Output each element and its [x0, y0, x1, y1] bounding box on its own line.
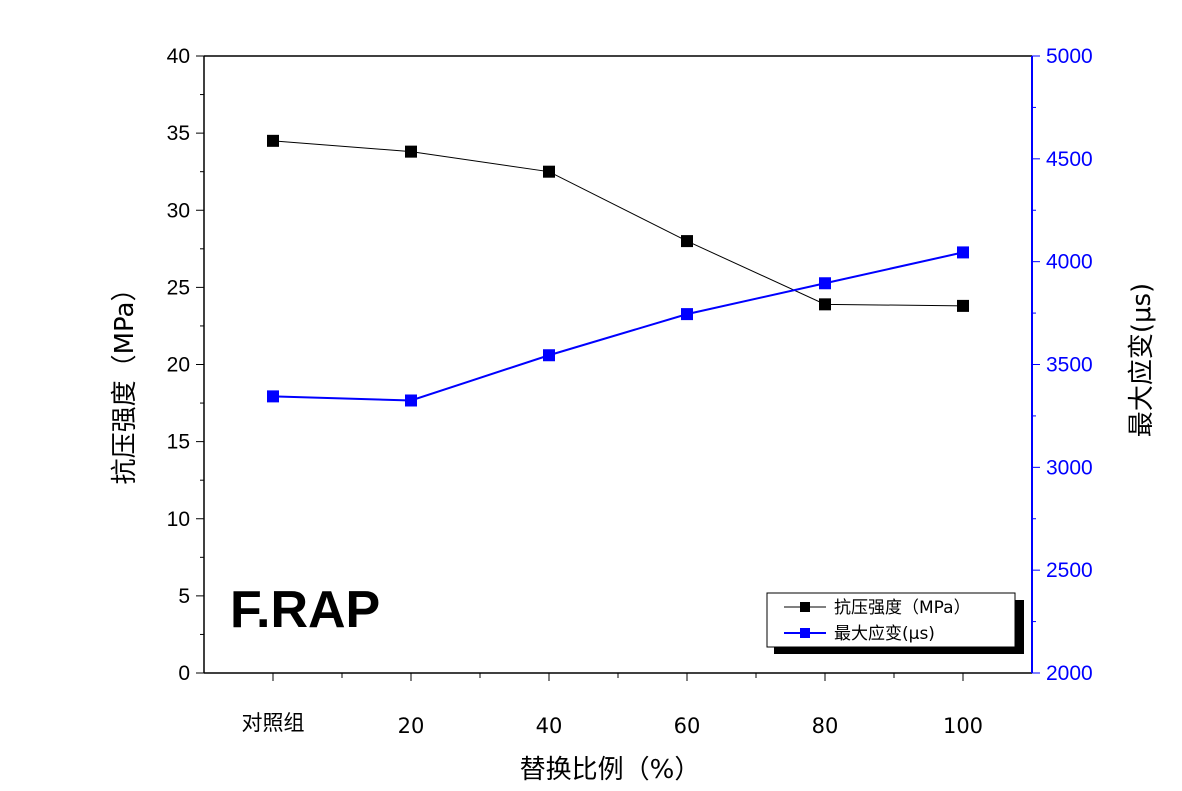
y-tick-label: 0: [178, 662, 190, 685]
annotation-label: F.RAP: [230, 581, 380, 639]
legend: 抗压强度（MPa） 最大应变(μs): [766, 592, 1024, 654]
series-line-0: [272, 140, 964, 307]
series-0-point: [267, 134, 279, 147]
series-line-1: [272, 251, 964, 402]
x-tick-label: 80: [812, 714, 839, 738]
y-tick-label: 30: [167, 199, 190, 222]
y2-tick-label: 2000: [1046, 662, 1093, 685]
x-axis-title: 替换比例（%）: [520, 755, 701, 785]
series-0-point: [405, 145, 417, 158]
y-tick-label: 20: [167, 354, 190, 377]
series-layer: [267, 134, 969, 407]
y2-tick-label: 3000: [1046, 456, 1093, 479]
x-tick-label: 100: [943, 714, 983, 738]
x-tick-label: 40: [536, 714, 563, 738]
series-1-point: [267, 390, 279, 403]
series-0-point: [543, 165, 555, 178]
y-tick-label: 35: [167, 122, 190, 145]
y2-tick-label: 4000: [1046, 251, 1093, 274]
y2-tick-label: 5000: [1046, 45, 1093, 68]
y2-tick-label: 3500: [1046, 354, 1093, 377]
legend-marker: [800, 628, 810, 638]
series-1-point: [543, 349, 555, 362]
y-axis-title: 抗压强度（MPa）: [110, 276, 140, 485]
y2-axis-title: 最大应变(μs): [1127, 283, 1157, 437]
y-tick-label: 5: [178, 585, 190, 608]
y-tick-label: 25: [167, 276, 190, 299]
x-tick-label: 60: [674, 714, 701, 738]
series-0-point: [957, 299, 969, 312]
legend-label: 抗压强度（MPa）: [834, 598, 971, 618]
y-tick-label: 10: [167, 508, 190, 531]
y-tick-label: 40: [167, 45, 190, 68]
x-tick-label: 对照组: [242, 711, 305, 735]
series-1-point: [405, 394, 417, 407]
y2-tick-label: 4500: [1046, 148, 1093, 171]
series-1-point: [681, 308, 693, 321]
series-1-point: [819, 277, 831, 290]
x-axis: 对照组 20 40 60 80 100: [242, 673, 983, 738]
right-axis: 2000 2500 3000 3500 4000 4500 5000: [1032, 45, 1093, 685]
x-tick-label: 20: [398, 714, 425, 738]
series-0-point: [681, 235, 693, 248]
legend-label: 最大应变(μs): [834, 624, 935, 644]
legend-marker: [800, 602, 810, 612]
series-0-point: [819, 298, 831, 311]
y-tick-label: 15: [167, 431, 190, 454]
series-1-point: [957, 246, 969, 259]
y2-tick-label: 2500: [1046, 559, 1093, 582]
left-axis: 0 5 10 15 20 25 30 35 40: [167, 45, 204, 685]
